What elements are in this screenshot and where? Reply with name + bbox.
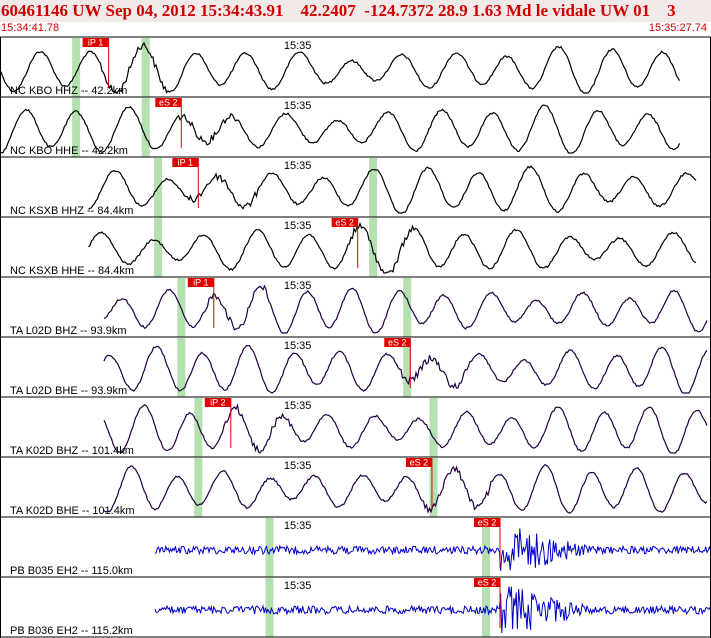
waveform-trace <box>88 221 697 274</box>
phase-window <box>369 218 378 277</box>
waveform-trace <box>0 104 681 154</box>
waveform-trace <box>88 165 697 214</box>
phase-window <box>403 278 412 337</box>
phase-window <box>429 398 438 457</box>
waveform-trace <box>103 344 708 394</box>
pick-label: iP 1 <box>178 158 193 168</box>
tick-label: 15:35 <box>284 280 312 292</box>
pick-label: eS 2 <box>478 578 497 588</box>
channel-label: PB B036 EH2 -- 115.2km <box>10 625 133 637</box>
waveform-trace <box>154 586 711 634</box>
start-time-label: 15:34:41.78 <box>1 22 60 34</box>
phase-window <box>265 578 274 637</box>
end-time-label: 15:35:27.74 <box>648 22 707 34</box>
pick-box <box>405 458 432 467</box>
tick-label: 15:35 <box>284 460 312 472</box>
channel-label: PB B035 EH2 -- 115.0km <box>10 565 133 577</box>
waveform-trace <box>154 528 711 572</box>
channel-label: TA L02D BHE -- 93.9km <box>10 385 127 397</box>
pick-box <box>331 218 358 227</box>
waveform-trace <box>103 284 708 334</box>
tick-label: 15:35 <box>284 220 312 232</box>
channel-label: NC KSXB HHZ -- 84.4km <box>10 205 133 217</box>
tick-label: 15:35 <box>284 340 312 352</box>
phase-window <box>194 398 203 457</box>
pick-box <box>473 518 500 527</box>
phase-window <box>141 98 150 157</box>
pick-label: iP 1 <box>88 38 103 48</box>
tick-label: 15:35 <box>284 100 312 112</box>
pick-box <box>473 578 500 587</box>
channel-label: TA L02D BHZ -- 93.9km <box>10 325 127 337</box>
pick-box <box>187 278 214 287</box>
channel-label: NC KSXB HHE -- 84.4km <box>10 265 134 277</box>
event-title: 60461146 UW Sep 04, 2012 15:34:43.91 42.… <box>0 0 711 22</box>
pick-box <box>204 398 231 407</box>
tick-label: 15:35 <box>284 400 312 412</box>
phase-window <box>177 338 186 397</box>
pick-box <box>82 38 109 47</box>
pick-box <box>172 158 199 167</box>
phase-window <box>194 458 203 517</box>
tick-label: 15:35 <box>284 580 312 592</box>
waveform-trace <box>0 41 681 94</box>
tick-label: 15:35 <box>284 160 312 172</box>
phase-window <box>72 38 81 97</box>
phase-window <box>429 458 438 517</box>
channel-label: NC KBO HHE -- 42.2km <box>10 145 128 157</box>
phase-window <box>154 218 163 277</box>
phase-window <box>141 38 150 97</box>
pick-box <box>155 98 182 107</box>
pick-label: eS 2 <box>335 218 354 228</box>
channel-label: TA K02D BHE -- 101.4km <box>10 505 135 517</box>
waveform-trace <box>103 463 708 514</box>
waveform-trace <box>103 403 708 454</box>
pick-label: eS 2 <box>410 458 429 468</box>
phase-window <box>265 518 274 577</box>
phase-window <box>72 98 81 157</box>
phase-window <box>403 338 412 397</box>
pick-label: eS 2 <box>159 98 178 108</box>
pick-label: eS 2 <box>388 338 407 348</box>
pick-label: eS 2 <box>478 518 497 528</box>
tick-label: 15:35 <box>284 520 312 532</box>
pick-label: iP 2 <box>210 398 225 408</box>
pick-label: iP 1 <box>193 278 208 288</box>
channel-label: NC KBO HHZ -- 42.2km <box>10 85 127 97</box>
channel-label: TA K02D BHZ -- 101.4km <box>10 445 134 457</box>
phase-window <box>369 158 378 217</box>
tick-label: 15:35 <box>284 40 312 52</box>
pick-box <box>384 338 411 347</box>
